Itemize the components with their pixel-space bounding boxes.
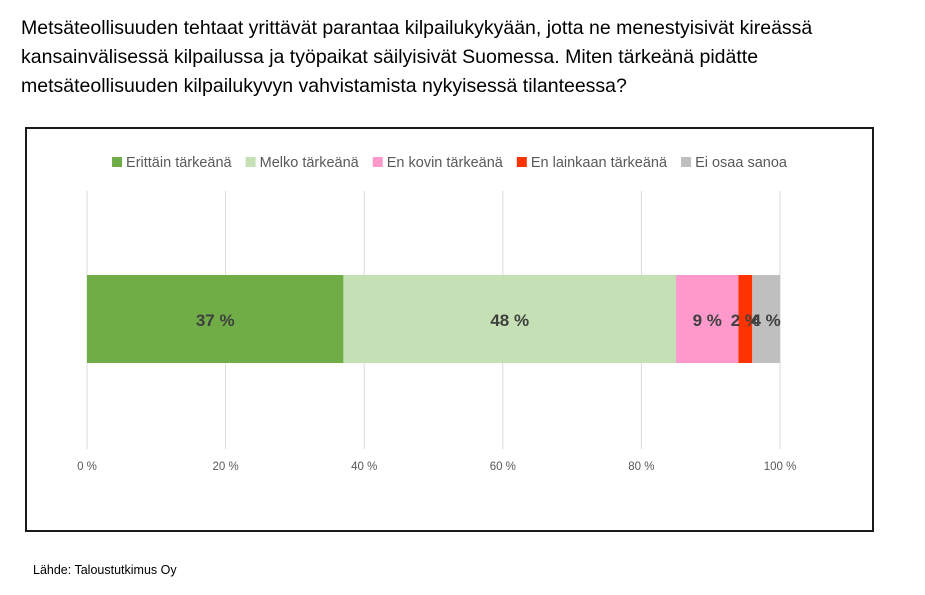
x-tick-label: 20 % [212, 461, 238, 473]
legend-label: Melko tärkeänä [260, 155, 360, 171]
source-note: Lähde: Taloustutkimus Oy [33, 563, 177, 577]
legend-swatch [681, 157, 692, 167]
bar-segment [676, 275, 739, 363]
bar-segment [87, 275, 344, 363]
legend-swatch [112, 157, 123, 167]
question-title: Metsäteollisuuden tehtaat yrittävät para… [21, 17, 813, 97]
data-label: 2 % [731, 311, 760, 330]
legend-swatch [372, 157, 383, 167]
bar-segment [738, 275, 753, 363]
x-tick-label: 100 % [764, 461, 797, 473]
x-tick-label: 40 % [351, 461, 377, 473]
bar-segment [752, 275, 780, 363]
legend-label: En lainkaan tärkeänä [531, 155, 668, 171]
chart-frame: 0 % 20 % 40 % 60 % 80 % 100 % 37 % 48 % 9 % 2 % 4 … [25, 127, 874, 532]
stacked-bar-chart: 0 % 20 % 40 % 60 % 80 % 100 % 37 % 48 % 9 % 2 %4 … [77, 155, 797, 473]
bar-segment [343, 275, 677, 363]
data-label: 9 % [693, 311, 722, 330]
legend-swatch [516, 157, 527, 167]
data-label: 37 % [196, 311, 235, 330]
x-tick-label: 80 % [628, 461, 654, 473]
legend-swatch [245, 157, 256, 167]
x-tick-label: 0 % [77, 461, 97, 473]
legend-label: Ei osaa sanoa [695, 155, 788, 171]
data-label: 4 % [751, 311, 780, 330]
legend-label: Erittäin tärkeänä [126, 155, 233, 171]
data-label: 48 % [490, 311, 529, 330]
legend-label: En kovin tärkeänä [387, 155, 504, 171]
x-tick-label: 60 % [490, 461, 516, 473]
